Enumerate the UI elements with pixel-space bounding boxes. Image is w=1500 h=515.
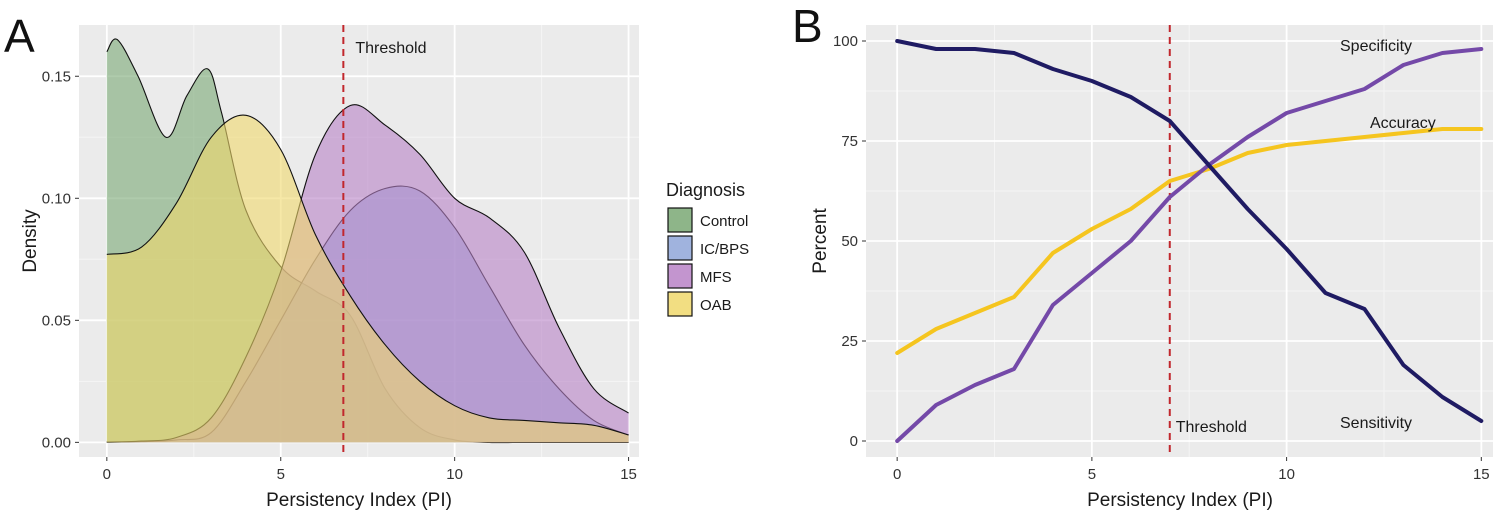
- legend-label: Control: [700, 213, 748, 230]
- accuracy-label: Accuracy: [1370, 115, 1436, 132]
- legend-swatch: [667, 207, 693, 233]
- y-tick-label: 0.00: [42, 434, 71, 451]
- legend-swatch: [667, 291, 693, 317]
- line-sensitivity: [895, 39, 1484, 423]
- panel-a-y-axis-title: Density: [20, 209, 41, 273]
- y-tick-label: 50: [841, 233, 858, 250]
- x-tick-label: 5: [1088, 466, 1096, 483]
- panel-a-label: A: [4, 10, 35, 62]
- density-area-mfs: [106, 104, 629, 443]
- density-outline-oab: [106, 114, 629, 436]
- y-tick-label: 100: [833, 33, 858, 50]
- x-tick-label: 0: [103, 466, 111, 483]
- legend-title: Diagnosis: [666, 180, 745, 200]
- specificity-label: Specificity: [1340, 38, 1412, 55]
- x-tick-label: 0: [893, 466, 901, 483]
- panel-b-threshold-label: Threshold: [1176, 419, 1247, 436]
- y-tick-label: 0: [850, 433, 858, 450]
- y-tick-label: 25: [841, 333, 858, 350]
- line-accuracy: [895, 127, 1484, 355]
- density-area-oab: [106, 115, 629, 443]
- x-tick-label: 5: [277, 466, 285, 483]
- y-tick-label: 75: [841, 133, 858, 150]
- y-tick-label: 0.15: [42, 68, 71, 85]
- panel-b-label: B: [792, 0, 823, 52]
- legend-label: MFS: [700, 269, 732, 286]
- x-tick-label: 10: [446, 466, 463, 483]
- panel-b-ticks: 0 5 10 15 0 25 50 75 100: [833, 33, 1490, 483]
- legend-label: OAB: [700, 297, 732, 314]
- panel-a-ticks: 0 5 10 15 0.00 0.05 0.10 0.15: [42, 68, 637, 483]
- legend-swatch: [667, 263, 693, 289]
- panel-b-lines: [895, 39, 1484, 443]
- panel-b-y-axis-title: Percent: [810, 208, 831, 274]
- panel-b-x-axis-title: Persistency Index (PI): [1087, 490, 1273, 511]
- panel-a-density-curves: [106, 38, 629, 444]
- y-tick-label: 0.10: [42, 190, 71, 207]
- line-specificity: [895, 47, 1484, 443]
- legend-swatch: [667, 235, 693, 261]
- legend-label: IC/BPS: [700, 241, 749, 258]
- sensitivity-label: Sensitivity: [1340, 415, 1412, 432]
- y-tick-label: 0.05: [42, 312, 71, 329]
- x-tick-label: 15: [1473, 466, 1490, 483]
- panel-b-grid: [866, 25, 1493, 457]
- x-tick-label: 15: [620, 466, 637, 483]
- panel-a-threshold-label: Threshold: [355, 40, 426, 57]
- x-tick-label: 10: [1278, 466, 1295, 483]
- legend: Diagnosis Control IC/BPS MFS OAB: [666, 180, 749, 317]
- panel-a-x-axis-title: Persistency Index (PI): [266, 490, 452, 511]
